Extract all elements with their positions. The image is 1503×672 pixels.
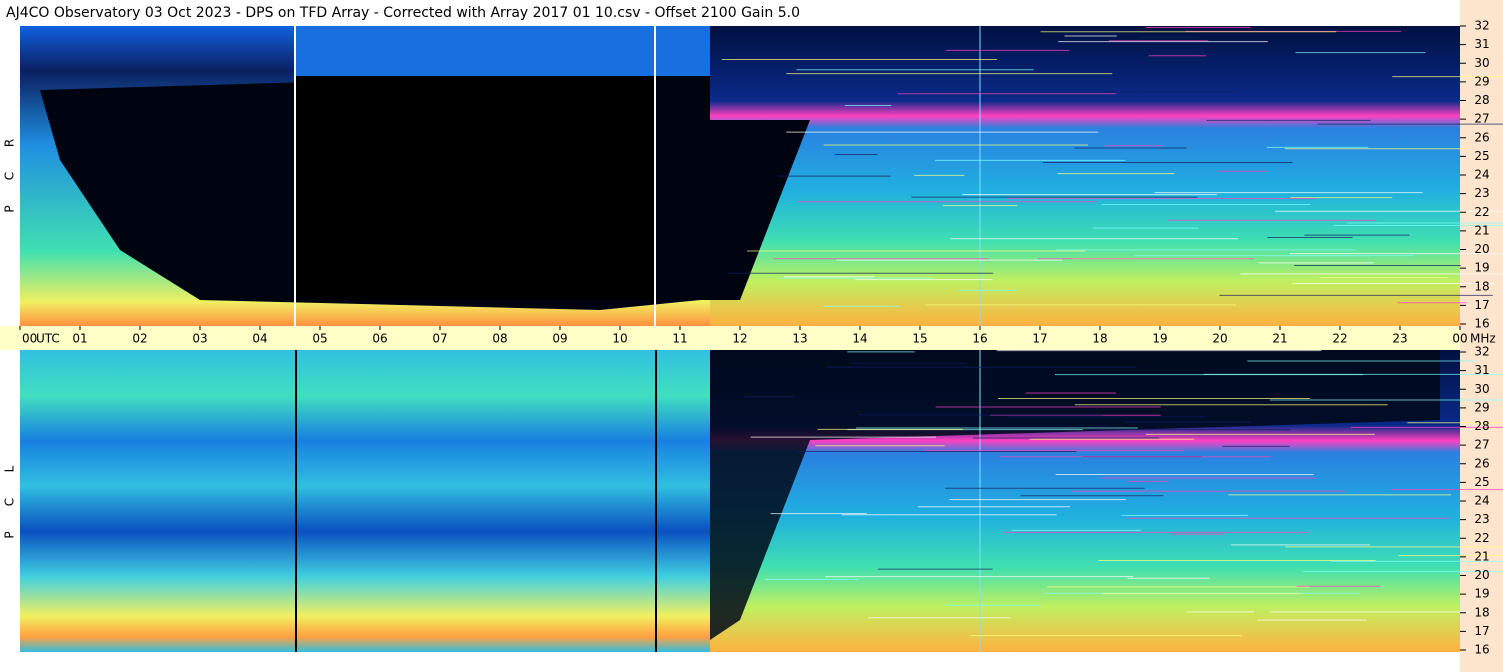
freq-tick-label: 30 bbox=[1474, 382, 1489, 396]
title: AJ4CO Observatory 03 Oct 2023 - DPS on T… bbox=[6, 5, 800, 21]
time-tick-label: 00 bbox=[22, 332, 37, 346]
freq-tick-label: 30 bbox=[1474, 56, 1489, 70]
freq-tick-label: 27 bbox=[1474, 438, 1489, 452]
freq-tick-label: 17 bbox=[1474, 298, 1489, 312]
time-tick-label: 14 bbox=[852, 332, 867, 346]
freq-unit: MHz bbox=[1470, 332, 1496, 346]
panel-letter: L bbox=[3, 465, 17, 472]
freq-tick-label: 18 bbox=[1474, 279, 1489, 293]
freq-tick-label: 23 bbox=[1474, 512, 1489, 526]
freq-tick-label: 22 bbox=[1474, 205, 1489, 219]
freq-tick-label: 26 bbox=[1474, 130, 1489, 144]
time-tick-label: 06 bbox=[372, 332, 387, 346]
freq-tick-label: 23 bbox=[1474, 186, 1489, 200]
freq-tick-label: 16 bbox=[1474, 317, 1489, 331]
time-tick-label: 00 bbox=[1452, 332, 1467, 346]
panel-letter: P bbox=[3, 205, 17, 212]
freq-tick-label: 29 bbox=[1474, 74, 1489, 88]
time-zone: UTC bbox=[36, 332, 60, 346]
freq-tick-label: 19 bbox=[1474, 261, 1489, 275]
freq-tick-label: 20 bbox=[1474, 568, 1489, 582]
time-tick-label: 11 bbox=[672, 332, 687, 346]
time-tick-label: 02 bbox=[132, 332, 147, 346]
time-tick-label: 20 bbox=[1212, 332, 1227, 346]
freq-tick-label: 21 bbox=[1474, 223, 1489, 237]
panel-letter: R bbox=[3, 139, 17, 147]
time-tick-label: 01 bbox=[72, 332, 87, 346]
lcp-panel bbox=[20, 350, 1460, 652]
freq-tick-label: 31 bbox=[1474, 363, 1489, 377]
rcp-panel bbox=[20, 26, 1460, 326]
time-tick-label: 13 bbox=[792, 332, 807, 346]
time-tick-label: 04 bbox=[252, 332, 267, 346]
panel-letter: C bbox=[3, 498, 17, 506]
freq-tick-label: 25 bbox=[1474, 475, 1489, 489]
freq-tick-label: 26 bbox=[1474, 456, 1489, 470]
freq-tick-label: 18 bbox=[1474, 605, 1489, 619]
freq-tick-label: 22 bbox=[1474, 531, 1489, 545]
freq-tick-label: 21 bbox=[1474, 549, 1489, 563]
freq-tick-label: 31 bbox=[1474, 37, 1489, 51]
time-tick-label: 23 bbox=[1392, 332, 1407, 346]
freq-tick-label: 24 bbox=[1474, 168, 1489, 182]
time-tick-label: 03 bbox=[192, 332, 207, 346]
time-axis-bar-left bbox=[0, 326, 20, 350]
freq-tick-label: 32 bbox=[1474, 19, 1489, 33]
time-tick-label: 21 bbox=[1272, 332, 1287, 346]
freq-tick-label: 16 bbox=[1474, 643, 1489, 657]
freq-tick-label: 20 bbox=[1474, 242, 1489, 256]
time-tick-label: 17 bbox=[1032, 332, 1047, 346]
time-tick-label: 07 bbox=[432, 332, 447, 346]
time-tick-label: 09 bbox=[552, 332, 567, 346]
panel-letter: C bbox=[3, 172, 17, 180]
freq-tick-label: 19 bbox=[1474, 587, 1489, 601]
freq-tick-label: 29 bbox=[1474, 400, 1489, 414]
time-tick-label: 16 bbox=[972, 332, 987, 346]
freq-tick-label: 25 bbox=[1474, 149, 1489, 163]
freq-tick-label: 28 bbox=[1474, 419, 1489, 433]
time-tick-label: 19 bbox=[1152, 332, 1167, 346]
time-tick-label: 10 bbox=[612, 332, 627, 346]
time-tick-label: 22 bbox=[1332, 332, 1347, 346]
time-tick-label: 12 bbox=[732, 332, 747, 346]
freq-tick-label: 17 bbox=[1474, 624, 1489, 638]
freq-tick-label: 24 bbox=[1474, 494, 1489, 508]
freq-tick-label: 27 bbox=[1474, 112, 1489, 126]
freq-tick-label: 32 bbox=[1474, 345, 1489, 359]
time-tick-label: 18 bbox=[1092, 332, 1107, 346]
time-tick-label: 15 bbox=[912, 332, 927, 346]
time-tick-label: 05 bbox=[312, 332, 327, 346]
time-tick-label: 08 bbox=[492, 332, 507, 346]
freq-tick-label: 28 bbox=[1474, 93, 1489, 107]
panel-letter: P bbox=[3, 531, 17, 538]
